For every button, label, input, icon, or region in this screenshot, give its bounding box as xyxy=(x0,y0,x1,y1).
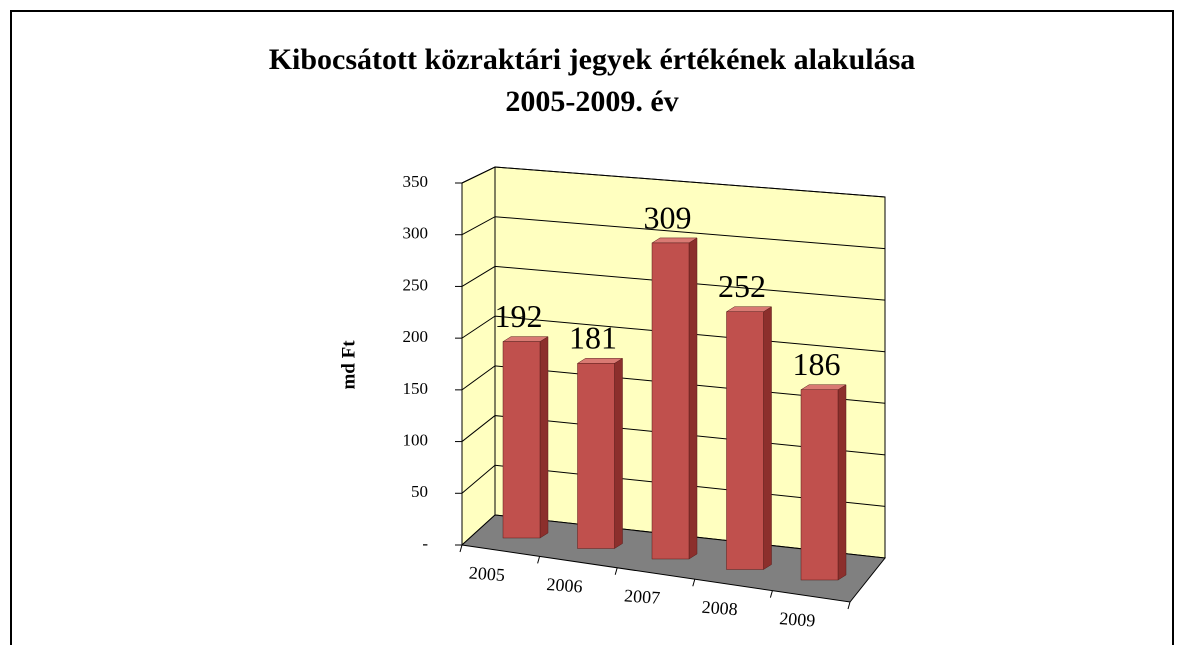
value-label: 186 xyxy=(793,346,841,382)
x-tick-label: 2009 xyxy=(779,608,816,630)
value-label: 192 xyxy=(495,298,543,334)
bar xyxy=(726,311,764,570)
bar-top xyxy=(725,306,773,312)
y-tick-label: 150 xyxy=(403,379,429,398)
y-tick-label: 100 xyxy=(403,430,429,449)
bar-side xyxy=(614,357,623,549)
bar-top xyxy=(800,384,847,390)
value-label: 181 xyxy=(569,320,617,356)
x-tick xyxy=(847,601,851,610)
x-tick-label: 2006 xyxy=(546,574,583,596)
grid-line xyxy=(461,166,886,198)
y-tick-label: 300 xyxy=(403,224,429,243)
bar-top xyxy=(502,336,549,342)
y-tick-label: 250 xyxy=(403,275,429,294)
y-tick-label: 50 xyxy=(411,482,428,501)
bar-side xyxy=(837,384,847,581)
chart-subtitle: 2005-2009. év xyxy=(505,85,678,118)
y-tick-label: 200 xyxy=(403,327,429,346)
bar-top xyxy=(651,237,698,244)
bar-side xyxy=(763,306,772,570)
y-axis-label: md Ft xyxy=(338,340,359,390)
y-tick-label: - xyxy=(422,534,428,553)
bar xyxy=(800,389,839,581)
value-label: 309 xyxy=(644,199,692,235)
bar-side xyxy=(688,237,698,560)
x-tick xyxy=(769,590,773,598)
grid-line xyxy=(461,265,886,301)
x-tick xyxy=(459,544,463,553)
chart-title: Kibocsátott közraktári jegyek értékének … xyxy=(269,43,916,76)
bar xyxy=(651,242,690,560)
x-tick xyxy=(692,579,696,587)
y-tick-label: 350 xyxy=(403,172,429,191)
value-label: 252 xyxy=(718,268,766,304)
grid-line xyxy=(461,216,886,250)
x-tick-label: 2008 xyxy=(701,597,738,619)
bar-side xyxy=(539,336,549,539)
bar xyxy=(502,341,541,539)
x-tick xyxy=(537,556,541,564)
x-tick-label: 2007 xyxy=(623,585,660,607)
side-wall xyxy=(461,166,496,547)
bar-top xyxy=(576,358,624,364)
bar xyxy=(577,363,615,549)
x-tick-label: 2005 xyxy=(468,563,505,585)
x-tick xyxy=(614,567,618,575)
frame xyxy=(10,10,1174,645)
